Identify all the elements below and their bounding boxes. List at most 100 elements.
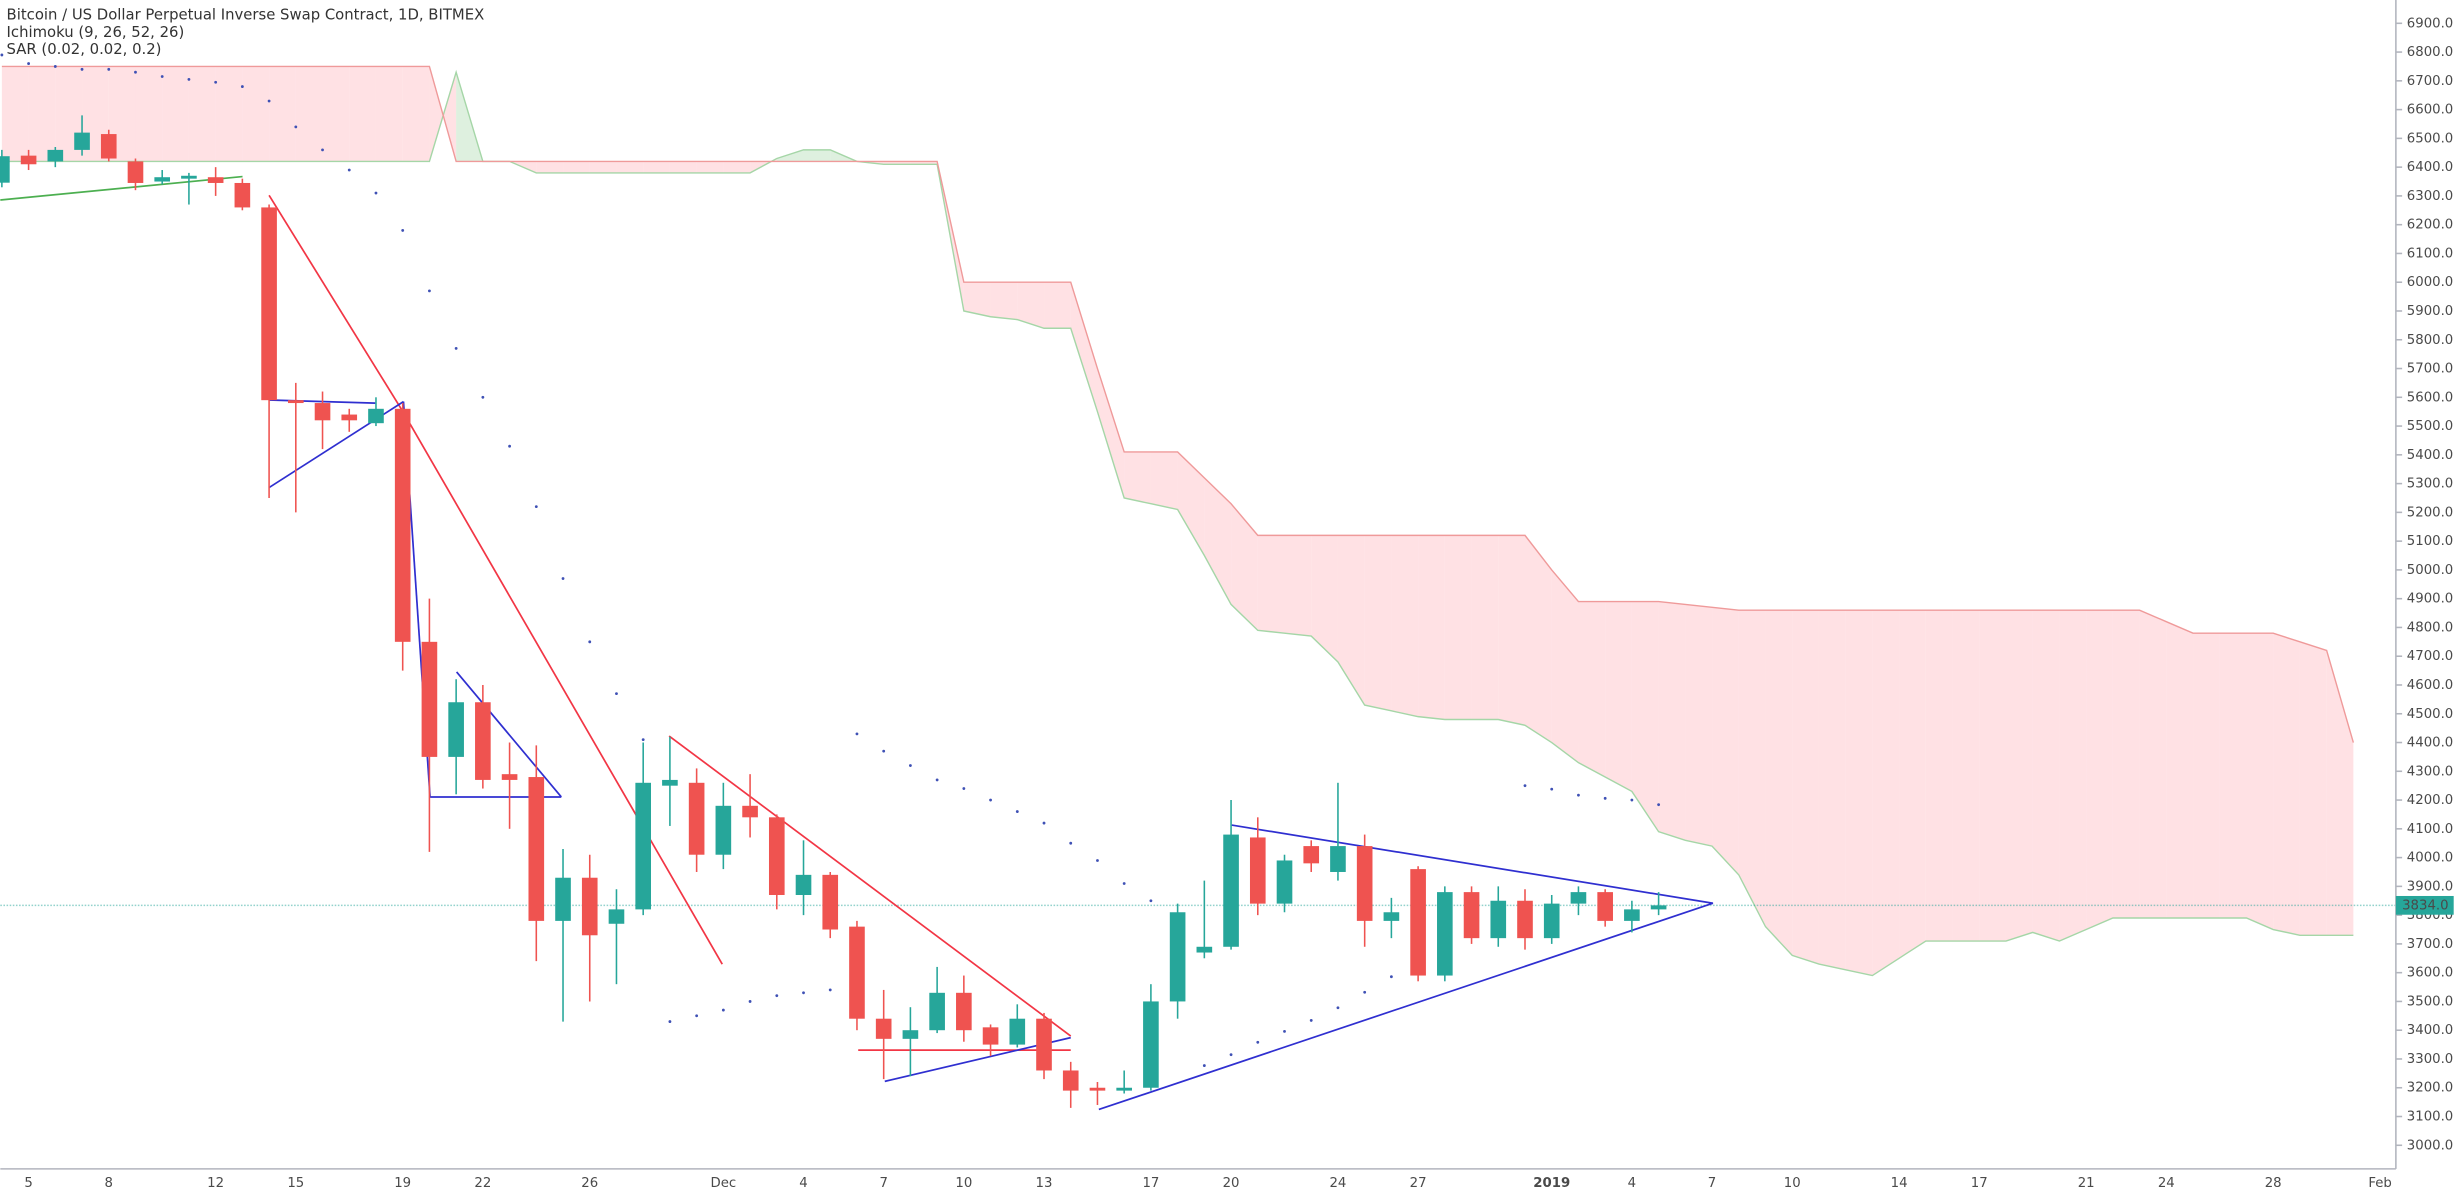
cloud-fill: [803, 149, 831, 162]
sar-dot: [989, 798, 992, 802]
candle-body: [1036, 1018, 1052, 1071]
last-price-label: 3834.0: [2402, 898, 2448, 913]
candle-body: [234, 182, 251, 208]
candle-body: [207, 177, 224, 183]
cloud-fill: [1952, 610, 1980, 942]
candle-body: [1249, 837, 1266, 904]
y-tick-label: 5200.0: [2407, 505, 2453, 520]
sar-dot: [0, 53, 4, 57]
chart-title: Bitcoin / US Dollar Perpetual Inverse Sw…: [7, 7, 485, 24]
x-tick-label: 17: [1142, 1176, 1159, 1191]
cloud-fill: [1444, 535, 1472, 720]
x-tick-label: 7: [1708, 1176, 1716, 1191]
cloud-fill: [322, 66, 350, 162]
candle-body: [475, 702, 491, 780]
trend-line: [268, 194, 405, 413]
y-tick-label: 4400.0: [2407, 736, 2453, 751]
sar-dot: [508, 444, 511, 448]
y-tick-label: 5700.0: [2407, 362, 2453, 377]
sar-dot: [1523, 784, 1527, 788]
y-tick-label: 3900.0: [2407, 879, 2453, 894]
cloud-fill: [242, 66, 270, 162]
x-tick-label: 26: [581, 1176, 598, 1191]
candle-body: [1517, 900, 1533, 939]
cloud-fill: [2193, 633, 2220, 919]
sar-dot: [1550, 787, 1554, 791]
sar-dot: [1096, 859, 1099, 862]
trend-line: [1231, 824, 1714, 905]
candle-body: [528, 777, 545, 921]
sar-dot: [908, 764, 912, 767]
cloud-fill: [1391, 535, 1419, 717]
sar-dot: [214, 80, 218, 84]
x-tick-label: 7: [879, 1176, 887, 1191]
cloud-fill: [1792, 610, 1819, 965]
y-tick-label: 3100.0: [2407, 1110, 2453, 1125]
candle-body: [715, 805, 732, 855]
sar-dot: [1336, 1006, 1340, 1010]
cloud-fill: [536, 161, 564, 173]
cloud-fill: [1124, 451, 1151, 504]
x-tick-label: Feb: [2368, 1176, 2392, 1191]
cloud-fill: [750, 158, 777, 173]
candle-body: [1303, 846, 1320, 864]
trend-line: [1098, 902, 1714, 1111]
sar-dot: [561, 577, 565, 580]
cloud-fill: [2273, 633, 2300, 936]
y-tick-label: 5300.0: [2407, 477, 2453, 492]
cloud-fill: [2219, 633, 2247, 919]
cloud-fill: [28, 66, 56, 162]
candle-body: [0, 156, 10, 183]
y-tick-label: 4900.0: [2407, 592, 2453, 607]
sar-dot: [374, 191, 378, 195]
cloud-fill: [1872, 610, 1900, 976]
x-tick-label: 24: [2158, 1176, 2175, 1191]
cloud-fill: [402, 66, 430, 162]
cloud-fill: [1070, 282, 1098, 412]
candle-body: [1169, 912, 1186, 1002]
trend-line: [0, 175, 243, 201]
y-tick-label: 6800.0: [2407, 45, 2453, 60]
x-tick-label: 27: [1410, 1176, 1427, 1191]
sar-dot: [347, 168, 351, 172]
sar-dot: [27, 62, 30, 65]
cloud-fill: [1578, 601, 1606, 778]
sar-dot: [1149, 899, 1153, 903]
candle-body: [127, 161, 144, 183]
sar-dot: [721, 1008, 725, 1012]
sar-dot: [267, 99, 271, 103]
sar-dot: [428, 289, 431, 293]
cloud-fill: [1925, 610, 1953, 942]
y-tick-label: 5800.0: [2407, 333, 2453, 348]
candle-body: [1570, 892, 1587, 904]
cloud-fill: [1150, 451, 1178, 510]
y-tick-label: 5000.0: [2407, 563, 2453, 578]
sar-dot: [1603, 796, 1607, 800]
y-tick-label: 5400.0: [2407, 448, 2453, 463]
y-tick-label: 6900.0: [2407, 16, 2453, 31]
y-tick-label: 3600.0: [2407, 966, 2453, 981]
sar-dot: [615, 692, 618, 696]
cloud-fill: [1, 66, 29, 162]
y-tick-label: 4700.0: [2407, 649, 2453, 664]
y-tick-label: 3500.0: [2407, 994, 2453, 1009]
x-tick-label: 12: [207, 1176, 224, 1191]
y-tick-label: 6100.0: [2407, 246, 2453, 261]
candle-body: [849, 926, 865, 1019]
cloud-fill: [723, 161, 751, 173]
cloud-fill: [1551, 569, 1579, 763]
y-tick-label: 6500.0: [2407, 131, 2453, 146]
cloud-fill: [616, 161, 644, 173]
sar-dot: [294, 125, 298, 129]
candle-body: [1410, 869, 1426, 976]
candle-body: [1223, 834, 1239, 947]
candle-body: [501, 774, 518, 780]
candle-body: [608, 909, 625, 924]
cloud-fill: [1471, 535, 1499, 720]
candle-body: [181, 175, 197, 179]
sar-dot: [588, 640, 592, 644]
cloud-fill: [2059, 610, 2087, 942]
x-tick-label: 10: [955, 1176, 972, 1191]
sar-dot: [802, 991, 805, 995]
cloud-fill: [883, 161, 911, 165]
